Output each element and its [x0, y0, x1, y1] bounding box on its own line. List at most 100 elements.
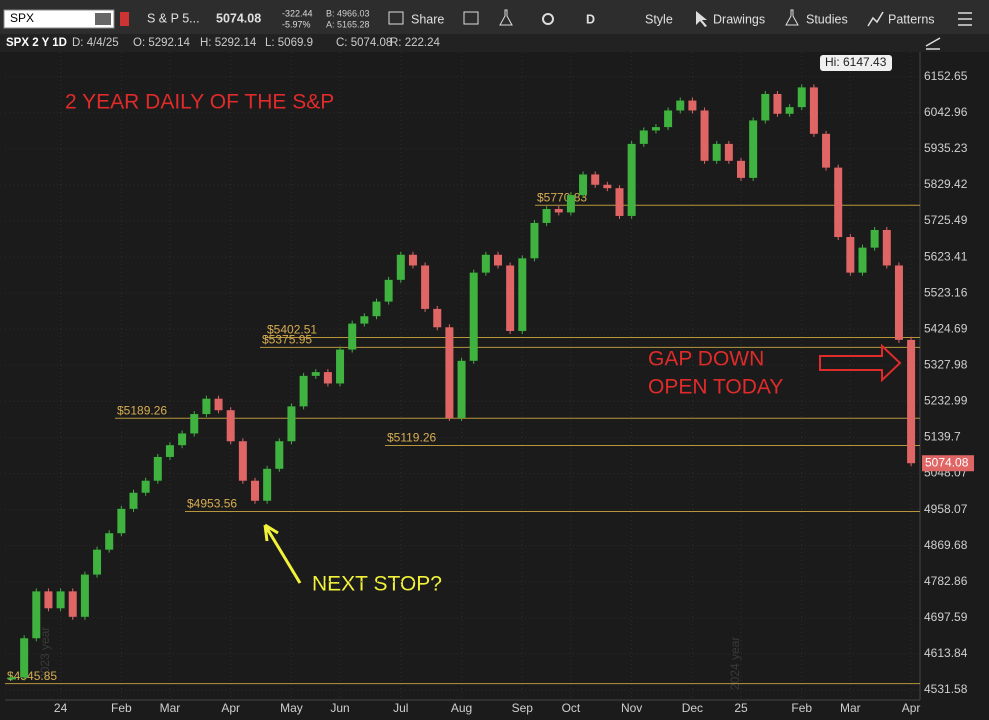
- menu-icon[interactable]: [958, 12, 972, 26]
- drawings-button[interactable]: Drawings: [713, 12, 765, 26]
- link-icon[interactable]: [120, 12, 129, 26]
- candle: [238, 441, 247, 481]
- y-tick-label: 4531.58: [924, 682, 968, 696]
- y-tick-label: 4697.59: [924, 610, 968, 624]
- change-pct: -5.97%: [282, 19, 311, 29]
- change: -322.44: [282, 8, 313, 18]
- candle: [615, 188, 624, 216]
- settings-icon[interactable]: [542, 13, 554, 25]
- candle: [445, 327, 454, 418]
- y-tick-label: 6152.65: [924, 69, 968, 83]
- level-label: $5375.95: [262, 333, 312, 347]
- candle: [797, 87, 806, 108]
- candle: [44, 591, 53, 609]
- candle: [384, 279, 393, 302]
- candle: [737, 160, 745, 178]
- candle: [542, 208, 551, 223]
- candle: [846, 237, 855, 273]
- candle: [93, 549, 102, 575]
- description: S & P 5...: [147, 11, 200, 25]
- chart-title: 2 YEAR DAILY OF THE S&P: [65, 91, 334, 114]
- x-tick-label: Mar: [160, 701, 181, 715]
- candle: [336, 349, 345, 384]
- candle: [153, 456, 162, 481]
- cursor-icon[interactable]: [696, 11, 707, 27]
- candle: [348, 323, 357, 350]
- candle: [481, 254, 490, 273]
- patterns-icon[interactable]: [867, 11, 884, 27]
- candle: [530, 222, 539, 259]
- y-tick-label: 5523.16: [924, 285, 968, 299]
- level-label: $4953.56: [187, 497, 237, 511]
- x-tick-label: Feb: [111, 701, 132, 715]
- candle: [858, 247, 867, 273]
- x-tick-label: 24: [54, 701, 68, 715]
- info-item: O: 5292.14: [133, 37, 191, 49]
- y-tick-label: 5232.99: [924, 394, 968, 408]
- symbol-box[interactable]: [3, 9, 115, 29]
- annotation: NEXT STOP?: [312, 573, 442, 596]
- candle: [56, 591, 65, 609]
- y-tick-label: 6042.96: [924, 105, 968, 119]
- candle: [761, 93, 770, 121]
- candle: [141, 480, 150, 493]
- candle: [226, 410, 235, 442]
- last-price-label: 5074.08: [925, 455, 969, 469]
- candle: [263, 468, 272, 501]
- candle: [117, 508, 126, 534]
- x-tick-label: Jul: [393, 701, 408, 715]
- candle: [894, 265, 903, 340]
- candle: [870, 229, 879, 248]
- candle: [8, 677, 16, 680]
- y-tick-label: 5623.41: [924, 249, 968, 263]
- grid-icon[interactable]: [463, 11, 479, 25]
- toolbar: [0, 0, 989, 34]
- patterns-button[interactable]: Patterns: [888, 12, 935, 26]
- candle: [469, 272, 478, 361]
- share-button[interactable]: Share: [411, 12, 444, 26]
- info-group: SPX 2 Y 1D D: 4/4/25 O: 5292.14 H: 5292.14 L…: [6, 37, 440, 49]
- symbol-dropdown[interactable]: [95, 13, 111, 25]
- candle: [202, 398, 211, 415]
- candle: [506, 265, 515, 331]
- candle: [785, 107, 794, 114]
- candle: [518, 258, 527, 331]
- candle: [287, 406, 296, 442]
- candle: [421, 265, 430, 309]
- info-item: R: 222.24: [390, 37, 440, 49]
- aggregation[interactable]: D: [586, 12, 595, 26]
- share-icon[interactable]: [388, 11, 404, 25]
- last-price: 5074.08: [216, 11, 261, 25]
- watermark: 2024 year: [728, 637, 742, 690]
- candle: [882, 229, 891, 266]
- flask-icon[interactable]: [499, 9, 513, 26]
- candle: [627, 143, 636, 216]
- candle: [68, 591, 77, 617]
- arrow: [819, 343, 902, 383]
- candle: [457, 360, 466, 418]
- y-tick-label: 4613.84: [924, 646, 968, 660]
- candle: [834, 167, 843, 238]
- x-tick-label: Apr: [221, 701, 240, 715]
- candle: [299, 375, 308, 407]
- candle: [591, 174, 600, 185]
- x-tick-label: Mar: [840, 701, 861, 715]
- style-button[interactable]: Style: [645, 12, 673, 26]
- candle: [907, 339, 916, 464]
- y-tick-label: 5725.49: [924, 213, 968, 227]
- drawing-tool-icon[interactable]: [925, 37, 941, 50]
- studies-button[interactable]: Studies: [806, 12, 848, 26]
- symbol[interactable]: SPX: [10, 11, 34, 25]
- candle: [165, 445, 174, 457]
- candle: [214, 398, 223, 411]
- level-label: $5189.26: [117, 403, 167, 417]
- candle: [323, 372, 332, 384]
- studies-icon[interactable]: [785, 9, 799, 26]
- candle: [178, 433, 187, 446]
- candle: [275, 441, 284, 469]
- candle: [396, 254, 405, 280]
- candle: [749, 120, 758, 178]
- candle: [20, 638, 29, 678]
- candle: [651, 127, 660, 131]
